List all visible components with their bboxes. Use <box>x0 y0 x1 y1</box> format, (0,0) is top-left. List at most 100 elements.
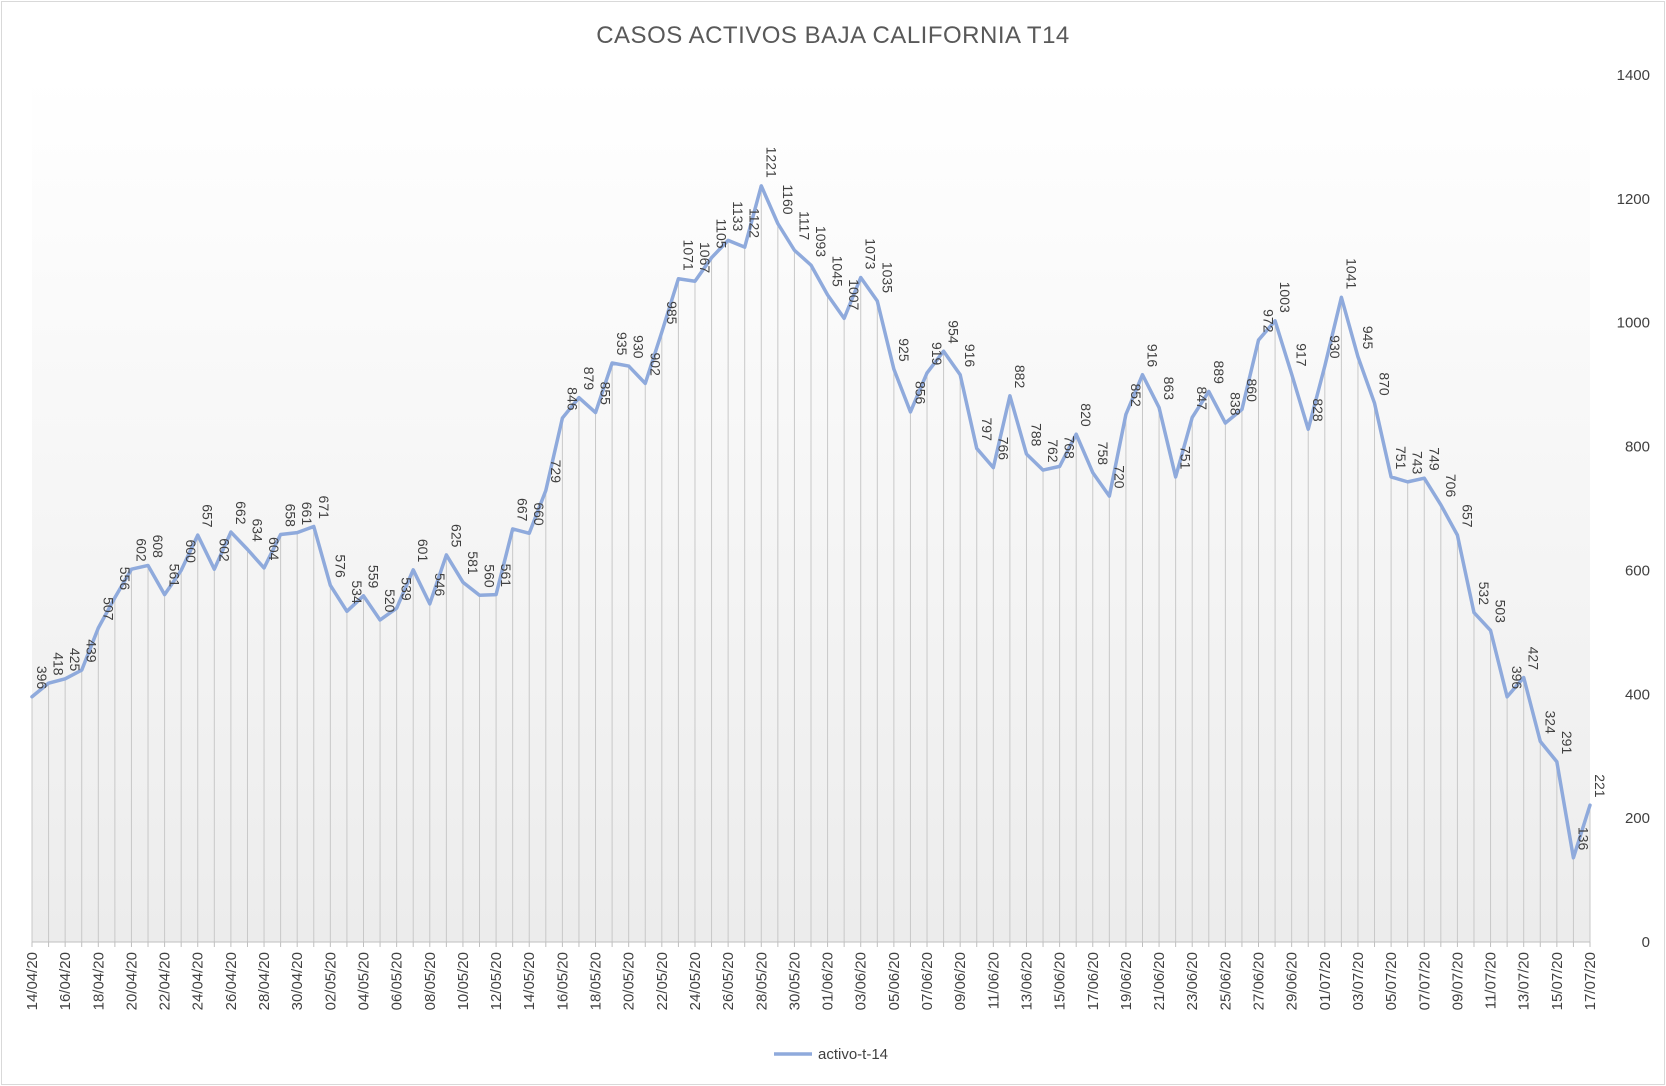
x-tick-label: 05/07/20 <box>1383 952 1400 1010</box>
data-label: 667 <box>515 498 531 522</box>
data-label: 889 <box>1211 361 1227 385</box>
data-label: 1093 <box>813 226 829 257</box>
drop-lines <box>31 185 1591 942</box>
data-label: 1073 <box>863 238 879 269</box>
x-tick-label: 24/04/20 <box>190 952 207 1010</box>
data-label: 751 <box>1178 446 1194 470</box>
data-label: 1071 <box>680 240 696 271</box>
y-tick-label: 1000 <box>1617 315 1650 332</box>
data-label: 930 <box>1327 335 1343 359</box>
x-tick-label: 06/05/20 <box>389 952 406 1010</box>
data-label: 559 <box>365 565 381 589</box>
y-axis-ticks: 0 200 400 600 800 1000 1200 1400 <box>1617 67 1650 951</box>
x-tick-label: 16/05/20 <box>554 952 571 1010</box>
data-label: 856 <box>912 381 928 405</box>
x-tick-label: 08/05/20 <box>422 952 439 1010</box>
y-tick-label: 400 <box>1625 686 1650 703</box>
x-tick-label: 25/06/20 <box>1217 952 1234 1010</box>
data-label: 1041 <box>1343 258 1359 289</box>
data-label: 439 <box>84 639 100 663</box>
x-tick-label: 26/04/20 <box>223 952 240 1010</box>
data-label: 919 <box>929 342 945 366</box>
x-tick-label: 22/05/20 <box>654 952 671 1010</box>
series-line-activo-t-14 <box>30 184 1592 860</box>
x-tick-label: 17/07/20 <box>1582 952 1599 1010</box>
x-tick-label: 01/07/20 <box>1317 952 1334 1010</box>
data-label: 762 <box>1045 439 1061 463</box>
data-label: 660 <box>531 502 547 526</box>
data-label: 743 <box>1410 451 1426 475</box>
data-label: 720 <box>1111 465 1127 489</box>
data-label: 507 <box>100 597 116 621</box>
data-label: 855 <box>598 382 614 406</box>
data-label: 751 <box>1393 446 1409 470</box>
x-tick-label: 13/06/20 <box>1018 952 1035 1010</box>
data-label: 1007 <box>846 279 862 310</box>
x-tick-label: 01/06/20 <box>820 952 837 1010</box>
data-label: 768 <box>1062 435 1078 459</box>
data-label: 561 <box>498 564 514 588</box>
data-label: 396 <box>34 666 50 690</box>
data-label: 291 <box>1559 731 1575 755</box>
data-label: 766 <box>995 437 1011 461</box>
data-label: 556 <box>117 567 133 591</box>
x-tick-label: 14/05/20 <box>521 952 538 1010</box>
x-tick-label: 15/06/20 <box>1052 952 1069 1010</box>
data-label: 1221 <box>763 147 779 178</box>
data-label: 879 <box>581 367 597 391</box>
y-tick-label: 600 <box>1625 562 1650 579</box>
data-label: 634 <box>249 518 265 542</box>
data-label: 1067 <box>697 242 713 273</box>
data-label: 1003 <box>1277 282 1293 313</box>
x-tick-label: 07/07/20 <box>1416 952 1433 1010</box>
data-label: 604 <box>266 537 282 561</box>
y-tick-label: 200 <box>1625 810 1650 827</box>
x-tick-label: 15/07/20 <box>1549 952 1566 1010</box>
data-label: 1117 <box>796 211 812 240</box>
data-label: 546 <box>432 573 448 597</box>
data-label: 1122 <box>747 208 763 238</box>
x-tick-label: 20/04/20 <box>123 952 140 1010</box>
x-tick-label: 13/07/20 <box>1516 952 1533 1010</box>
data-label: 917 <box>1294 343 1310 367</box>
data-label: 828 <box>1310 398 1326 422</box>
data-label: 657 <box>200 504 216 528</box>
x-tick-label: 03/06/20 <box>853 952 870 1010</box>
x-tick-label: 09/07/20 <box>1449 952 1466 1010</box>
x-tick-label: 09/06/20 <box>952 952 969 1010</box>
data-label: 1045 <box>830 256 846 287</box>
legend-label: activo-t-14 <box>818 1046 888 1063</box>
data-label: 954 <box>946 320 962 344</box>
data-label: 608 <box>150 535 166 559</box>
data-label: 561 <box>167 564 183 588</box>
data-label: 532 <box>1476 582 1492 606</box>
x-tick-label: 05/06/20 <box>886 952 903 1010</box>
x-tick-label: 17/06/20 <box>1085 952 1102 1010</box>
legend: activo-t-14 <box>774 1046 888 1063</box>
y-tick-label: 1400 <box>1617 67 1650 84</box>
data-label: 425 <box>67 648 83 672</box>
data-label: 846 <box>564 387 580 411</box>
y-tick-label: 800 <box>1625 439 1650 456</box>
x-axis-ticks: 14/04/20 16/04/20 18/04/20 20/04/20 22/04/20… <box>24 942 1599 1010</box>
x-tick-label: 26/05/20 <box>720 952 737 1010</box>
x-tick-label: 07/06/20 <box>919 952 936 1010</box>
data-label: 324 <box>1542 710 1558 734</box>
data-label: 985 <box>664 301 680 325</box>
data-label: 838 <box>1227 392 1243 416</box>
x-tick-label: 12/05/20 <box>488 952 505 1010</box>
x-tick-label: 27/06/20 <box>1251 952 1268 1010</box>
x-tick-label: 04/05/20 <box>355 952 372 1010</box>
data-label: 136 <box>1575 827 1591 851</box>
x-tick-label: 03/07/20 <box>1350 952 1367 1010</box>
data-label: 788 <box>1028 423 1044 447</box>
x-tick-label: 14/04/20 <box>24 952 41 1010</box>
data-label: 945 <box>1360 326 1376 350</box>
x-tick-label: 22/04/20 <box>157 952 174 1010</box>
x-tick-label: 11/06/20 <box>985 952 1002 1009</box>
data-label: 852 <box>1128 383 1144 407</box>
data-label: 503 <box>1493 600 1509 624</box>
x-tick-label: 16/04/20 <box>57 952 74 1010</box>
